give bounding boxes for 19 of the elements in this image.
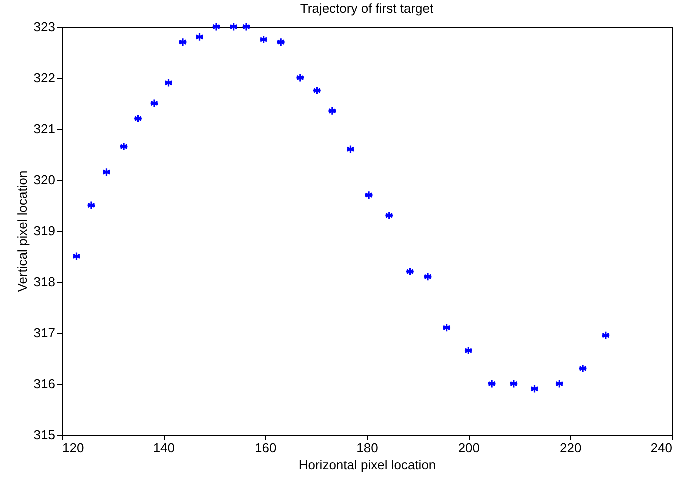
x-tick-label: 160 [254, 440, 277, 456]
y-tick-label: 318 [34, 274, 56, 290]
x-tick-label: 120 [62, 440, 84, 456]
x-axis-title: Horizontal pixel location [298, 458, 436, 472]
y-tick-label: 315 [34, 428, 56, 442]
y-tick-label: 323 [34, 20, 56, 34]
x-tick-label: 180 [356, 440, 378, 456]
x-tick-label: 220 [560, 440, 582, 456]
x-tick-label: 200 [458, 440, 480, 456]
x-tick-label: 140 [153, 440, 176, 456]
y-tick-label: 320 [34, 172, 56, 188]
chart-title: Trajectory of first target [300, 1, 434, 16]
y-tick-label: 322 [34, 70, 56, 86]
y-tick-label: 321 [34, 122, 56, 136]
y-tick-label: 317 [34, 326, 56, 340]
y-axis-title: Vertical pixel location [14, 170, 30, 292]
y-tick-label: 319 [34, 224, 56, 238]
x-tick-label: 240 [650, 440, 672, 456]
y-tick-label: 316 [34, 376, 56, 392]
